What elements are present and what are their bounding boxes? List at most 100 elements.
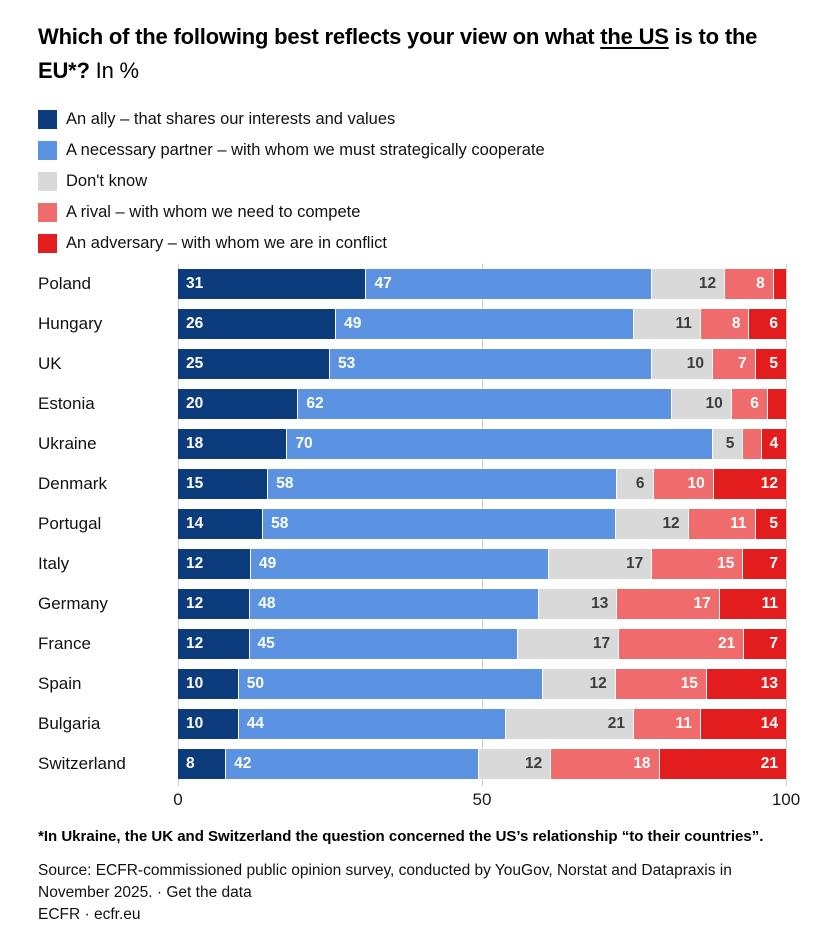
segment-value: 10	[186, 675, 204, 692]
segment-value: 10	[705, 395, 723, 412]
chart-row-bulgaria: Bulgaria 10 44 21 11 14	[38, 704, 789, 744]
bar-segment-adversary: 12	[713, 469, 786, 499]
bar-segment-rival: 21	[619, 629, 745, 659]
chart-row-poland: Poland 31 47 12 8	[38, 264, 789, 304]
chart-row-denmark: Denmark 15 58 6 10 12	[38, 464, 789, 504]
country-label: UK	[38, 354, 62, 373]
legend-label: An ally – that shares our interests and …	[66, 110, 396, 128]
legend-item-dont-know: Don't know	[38, 171, 789, 192]
segment-value: 62	[306, 395, 324, 412]
country-label: Denmark	[38, 474, 107, 493]
get-the-data-link[interactable]: Get the data	[166, 884, 252, 901]
bar-segment-ally: 18	[178, 429, 288, 459]
segment-value: 12	[524, 755, 543, 772]
segment-value: 8	[756, 275, 765, 292]
bar-segment-adversary	[773, 269, 786, 299]
segment-value: 14	[760, 715, 778, 732]
ecfr-eu-link[interactable]: ecfr.eu	[93, 906, 141, 923]
legend-item-necessary-partner: A necessary partner – with whom we must …	[38, 140, 789, 161]
asterisk-footnote: *In Ukraine, the UK and Switzerland the …	[38, 828, 764, 845]
bar-segment-rival: 17	[617, 589, 720, 619]
country-label: Estonia	[38, 394, 95, 413]
bar-segment-rival: 10	[653, 469, 714, 499]
country-label: Portugal	[38, 514, 102, 533]
bar-segment-adversary: 14	[700, 709, 786, 739]
bar-segment-necessary-partner: 49	[336, 309, 634, 339]
segment-value: 53	[338, 355, 356, 372]
bar-segment-dont-know: 10	[671, 389, 732, 419]
bar-segment-adversary: 11	[719, 589, 786, 619]
bar-segment-rival: 6	[731, 389, 768, 419]
segment-value: 6	[750, 395, 759, 412]
segment-value: 7	[769, 555, 778, 572]
country-label: Germany	[38, 594, 108, 613]
segment-value: 21	[718, 635, 736, 652]
chart-row-ukraine: Ukraine 18 70 5 4	[38, 424, 789, 464]
stacked-bar: 8 42 12 18 21	[178, 749, 786, 779]
bar-segment-necessary-partner: 50	[238, 669, 543, 699]
chart-row-uk: UK 25 53 10 7 5	[38, 344, 789, 384]
bar-segment-necessary-partner: 70	[287, 429, 714, 459]
title-unit-suffix: In %	[89, 58, 139, 83]
bar-segment-necessary-partner: 58	[268, 469, 618, 499]
credit-line: ECFR · ecfr.eu	[38, 906, 141, 923]
segment-value: 18	[633, 755, 651, 772]
segment-value: 10	[687, 475, 705, 492]
stacked-bar: 14 58 12 11 5	[178, 509, 786, 539]
chart-row-hungary: Hungary 26 49 11 8 6	[38, 304, 789, 344]
bar-segment-necessary-partner: 42	[226, 749, 479, 779]
bar-segment-necessary-partner: 48	[250, 589, 540, 619]
segment-value: 12	[186, 555, 204, 572]
segment-value: 17	[625, 555, 644, 572]
bar-segment-dont-know: 12	[542, 669, 616, 699]
bar-segment-dont-know: 12	[478, 749, 552, 779]
source-line: Source: ECFR-commissioned public opinion…	[38, 860, 778, 926]
bar-segment-dont-know: 12	[652, 269, 726, 299]
segment-value: 58	[271, 515, 289, 532]
bar-segment-adversary: 7	[743, 549, 786, 579]
bar-segment-dont-know: 11	[633, 309, 701, 339]
bar-segment-adversary: 21	[659, 749, 786, 779]
chart-row-italy: Italy 12 49 17 15 7	[38, 544, 789, 584]
stacked-bar: 25 53 10 7 5	[178, 349, 786, 379]
segment-value: 26	[186, 315, 204, 332]
country-label: Switzerland	[38, 754, 126, 773]
segment-value: 25	[186, 355, 204, 372]
segment-value: 11	[675, 715, 692, 732]
segment-value: 12	[589, 675, 607, 692]
x-axis: 0 50 100	[173, 788, 800, 810]
bar-segment-dont-know: 13	[539, 589, 618, 619]
title-underlined-the-us: the US	[600, 24, 669, 49]
segment-value: 21	[760, 755, 778, 772]
bar-segment-rival: 11	[688, 509, 756, 539]
country-label: Ukraine	[38, 434, 97, 453]
stacked-bar: 12 49 17 15 7	[178, 549, 786, 579]
bar-segment-rival: 7	[713, 349, 756, 379]
segment-value: 13	[591, 595, 609, 612]
legend-item-ally: An ally – that shares our interests and …	[38, 109, 789, 130]
bar-segment-dont-know: 21	[506, 709, 634, 739]
segment-value: 6	[769, 315, 778, 332]
bar-segment-dont-know: 10	[652, 349, 714, 379]
bar-segment-rival: 18	[551, 749, 660, 779]
bar-segment-necessary-partner: 49	[250, 549, 549, 579]
bar-segment-dont-know: 6	[617, 469, 654, 499]
segment-value: 21	[607, 715, 625, 732]
bar-segment-rival: 15	[615, 669, 707, 699]
stacked-bar: 12 45 17 21 7	[178, 629, 786, 659]
segment-value: 8	[186, 755, 195, 772]
title-text-1: Which of the following best reflects you…	[38, 24, 601, 49]
segment-value: 11	[761, 595, 778, 612]
stacked-bar: 15 58 6 10 12	[178, 469, 786, 499]
bar-segment-dont-know: 17	[517, 629, 620, 659]
stacked-bar: 26 49 11 8 6	[178, 309, 786, 339]
segment-value: 15	[717, 555, 735, 572]
stacked-bar-chart: Poland 31 47 12 8 Hungary 26 49 11 8 6 UK 25 53 10 7 5 Es…	[38, 264, 800, 810]
chart-row-spain: Spain 10 50 12 15 13	[38, 664, 789, 704]
segment-value: 18	[186, 435, 204, 452]
legend-item-adversary: An adversary – with whom we are in confl…	[38, 233, 789, 254]
segment-value: 12	[698, 275, 717, 292]
segment-value: 20	[186, 395, 204, 412]
country-label: Bulgaria	[38, 714, 101, 733]
